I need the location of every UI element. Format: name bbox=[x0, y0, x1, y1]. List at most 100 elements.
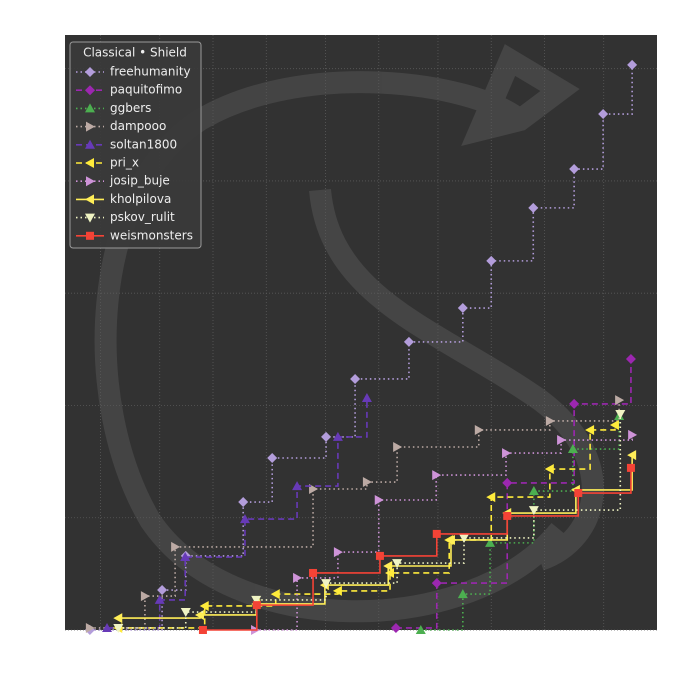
marker bbox=[569, 164, 580, 175]
marker bbox=[486, 492, 496, 503]
marker bbox=[431, 578, 442, 589]
marker bbox=[383, 561, 393, 572]
marker bbox=[626, 463, 635, 472]
marker bbox=[627, 59, 638, 70]
legend-marker bbox=[85, 139, 95, 149]
marker bbox=[102, 622, 113, 632]
marker bbox=[238, 497, 249, 508]
marker bbox=[392, 559, 403, 569]
marker bbox=[445, 534, 455, 545]
marker bbox=[239, 514, 250, 524]
marker bbox=[502, 477, 513, 488]
marker bbox=[292, 481, 303, 491]
marker bbox=[598, 109, 609, 120]
watermark bbox=[94, 44, 604, 623]
legend-label: kholpilova bbox=[110, 192, 171, 206]
legend-marker bbox=[85, 103, 95, 113]
marker bbox=[403, 336, 414, 347]
marker bbox=[375, 551, 384, 560]
legend-marker bbox=[85, 194, 94, 205]
marker bbox=[362, 477, 372, 488]
legend-marker bbox=[85, 67, 95, 77]
marker bbox=[485, 537, 496, 547]
series-line bbox=[118, 425, 616, 629]
marker bbox=[459, 533, 470, 543]
legend-label: pskov_rulit bbox=[110, 210, 175, 224]
marker bbox=[252, 601, 261, 610]
marker bbox=[627, 450, 637, 461]
marker bbox=[528, 202, 539, 213]
marker bbox=[293, 572, 303, 583]
legend-label: dampooo bbox=[110, 119, 166, 133]
marker bbox=[113, 613, 123, 624]
marker bbox=[251, 595, 262, 605]
marker bbox=[528, 506, 539, 516]
legend-marker bbox=[86, 176, 95, 187]
marker bbox=[333, 547, 343, 558]
marker bbox=[502, 448, 512, 459]
legend-label: paquitofimo bbox=[110, 83, 182, 97]
marker bbox=[628, 429, 638, 440]
legend-label: weismonsters bbox=[110, 228, 193, 242]
marker bbox=[545, 415, 555, 426]
marker bbox=[574, 489, 583, 498]
marker bbox=[171, 541, 181, 552]
marker bbox=[486, 255, 497, 266]
marker bbox=[625, 353, 636, 364]
marker bbox=[474, 424, 484, 435]
marker bbox=[113, 623, 124, 633]
marker bbox=[567, 444, 578, 454]
marker bbox=[390, 622, 401, 633]
marker bbox=[309, 568, 318, 577]
marker bbox=[432, 470, 442, 481]
legend-label: pri_x bbox=[110, 156, 139, 170]
marker bbox=[267, 453, 278, 464]
legend-marker bbox=[86, 121, 95, 132]
marker bbox=[393, 442, 403, 453]
legend-marker bbox=[85, 158, 94, 168]
marker bbox=[321, 579, 332, 589]
marker bbox=[432, 529, 441, 538]
marker bbox=[361, 393, 372, 403]
marker bbox=[180, 552, 191, 562]
marker bbox=[332, 431, 343, 441]
marker bbox=[374, 494, 384, 505]
marker bbox=[615, 410, 626, 420]
marker bbox=[585, 424, 595, 435]
marker bbox=[609, 420, 619, 431]
series-line bbox=[202, 467, 632, 631]
marker bbox=[140, 591, 150, 602]
legend-marker bbox=[86, 231, 94, 240]
marker bbox=[415, 625, 426, 634]
marker bbox=[332, 585, 342, 596]
marker bbox=[198, 626, 207, 634]
legend-label: josip_buje bbox=[109, 174, 170, 188]
series-line bbox=[89, 64, 633, 631]
legend-marker bbox=[85, 213, 95, 223]
marker bbox=[85, 622, 95, 633]
marker bbox=[154, 594, 165, 604]
legend-box bbox=[69, 41, 202, 249]
marker bbox=[321, 431, 332, 442]
marker bbox=[457, 589, 468, 599]
marker bbox=[350, 373, 361, 384]
legend-label: soltan1800 bbox=[110, 137, 177, 151]
marker bbox=[270, 589, 280, 600]
marker bbox=[615, 395, 625, 406]
marker bbox=[309, 483, 319, 494]
marker bbox=[528, 486, 539, 496]
marker bbox=[157, 585, 168, 596]
marker bbox=[503, 511, 512, 520]
series-line bbox=[255, 434, 633, 631]
marker bbox=[457, 303, 468, 314]
marker bbox=[557, 435, 567, 446]
marker bbox=[544, 464, 554, 475]
series-line bbox=[395, 358, 632, 629]
legend-label: freehumanity bbox=[110, 65, 191, 79]
legend-title: Classical • Shield bbox=[83, 46, 187, 60]
legend-marker bbox=[85, 85, 95, 96]
legend-label: ggbers bbox=[110, 101, 151, 115]
marker bbox=[180, 608, 191, 618]
marker bbox=[569, 398, 580, 409]
